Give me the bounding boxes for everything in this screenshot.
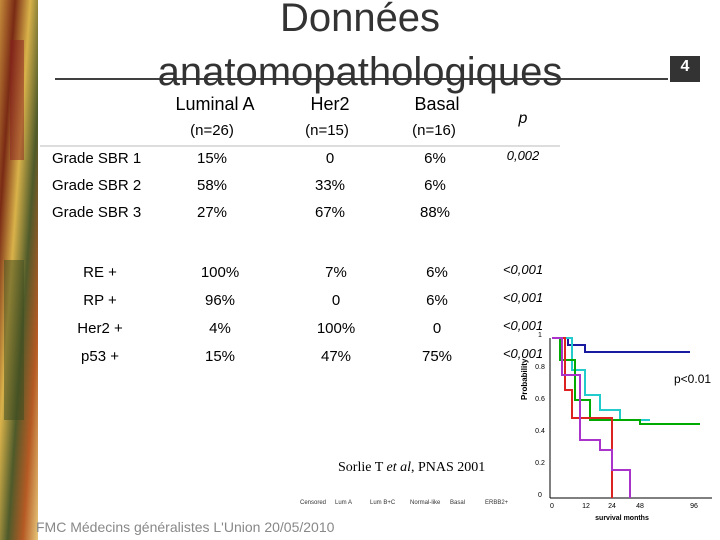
p-value: <0,001 [502,290,544,305]
row-label: Her2 + [77,320,123,337]
curve-normal [552,337,650,421]
cell: 6% [426,264,448,281]
inset-y-tick: 0.4 [535,428,545,435]
cell: 88% [419,204,451,221]
inset-background [520,330,718,535]
inset-y-tick: 0.2 [535,460,545,467]
row-label: Grade SBR 2 [52,177,142,194]
cell: 100% [316,320,356,337]
cell: 4% [209,320,231,337]
cell: 0 [325,150,335,167]
cell: 0 [331,292,341,309]
cell: 0 [432,320,442,337]
inset-legend: Normal-like [410,500,441,506]
slide-number-box [670,56,700,82]
cell: 75% [421,348,453,365]
p-header: p [518,110,528,127]
cell: 58% [196,177,228,194]
footer: FMC Médecins généralistes L'Union 20/05/… [36,519,335,535]
inset-legend: Lum A [335,500,353,506]
title: anatomopathologiques [157,50,563,94]
side-painting-detail [4,260,24,420]
p-value: <0,001 [502,318,544,333]
row-label: Grade SBR 1 [52,150,142,167]
inset-x-tick: 12 [582,503,590,510]
inset-legend: Censored [300,500,327,506]
citation: Sorlie T et al, PNAS 2001 [338,460,485,476]
inset-legend: Basal [450,500,466,506]
cell: 47% [320,348,352,365]
column-header: Her2 [310,94,350,114]
inset-y-label: Probability [520,358,529,400]
p-value: <0,001 [502,346,544,361]
inset-y-tick: 0.8 [535,364,545,371]
cell: 33% [314,177,346,194]
cell: 96% [204,292,236,309]
row-label: RE + [83,264,117,281]
inset-x-tick: 24 [608,503,616,510]
inset-legend: Lum B+C [370,500,396,506]
column-count: (n=16) [412,122,456,139]
inset-x-label: survival months [595,515,649,522]
slide-number: 4 [680,58,690,75]
p-value: 0,002 [506,148,540,163]
side-painting-detail [10,40,24,160]
citation-part: , PNAS 2001 [411,460,486,475]
citation-part: et al [386,460,412,475]
title: Données [279,0,441,40]
curve-basal [552,337,613,498]
inset-y-tick: 0.6 [535,396,545,403]
cell: 100% [200,264,240,281]
inset-legend: ERBB2+ [485,500,509,506]
cell: 15% [196,150,228,167]
row-label: p53 + [81,348,119,365]
row-label: RP + [83,292,117,309]
inset-p-value: p<0.01 [674,372,712,386]
cell: 15% [204,348,236,365]
citation-part: Sorlie T [338,460,387,475]
curve-lum-bc [552,337,700,425]
p-value: <0,001 [502,262,544,277]
inset-x-tick: 48 [636,503,644,510]
inset-y-tick: 1 [538,332,542,339]
column-header: Basal [414,94,460,114]
column-count: (n=26) [190,122,234,139]
cell: 67% [314,204,346,221]
cell: 6% [424,177,446,194]
cell: 6% [424,150,446,167]
curve-erbb2 [552,337,631,498]
column-count: (n=15) [305,122,349,139]
inset-x-tick: 96 [690,503,698,510]
cell: 27% [196,204,228,221]
row-label: Grade SBR 3 [52,204,142,221]
cell: 6% [426,292,448,309]
column-header: Luminal A [175,94,255,114]
inset-x-tick: 0 [550,503,554,510]
cell: 7% [325,264,347,281]
inset-y-tick: 0 [538,492,542,499]
